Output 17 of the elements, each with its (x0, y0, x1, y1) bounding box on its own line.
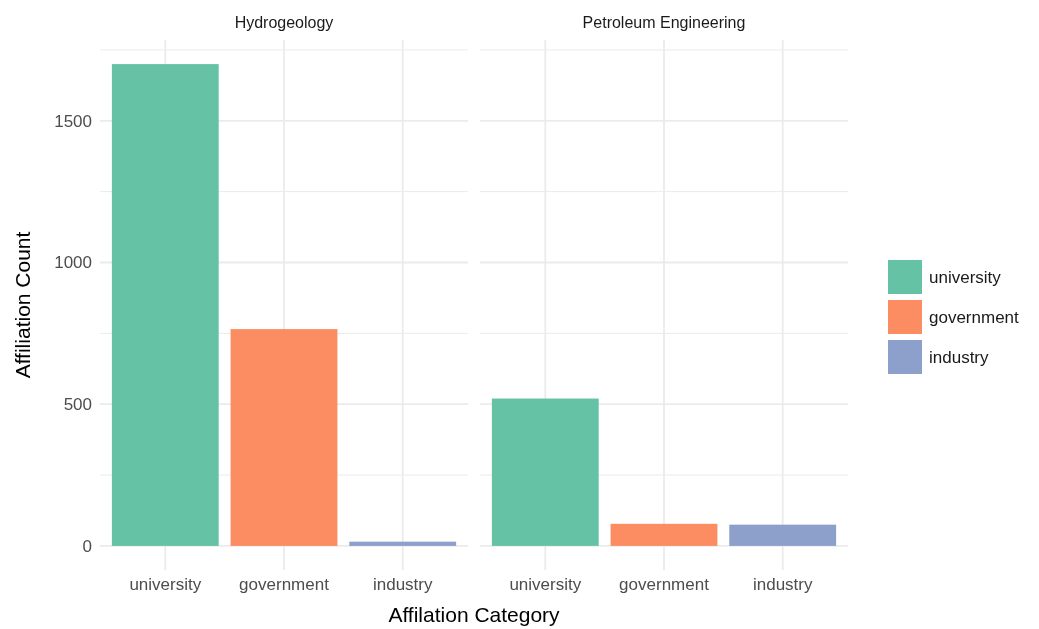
x-tick-label: university (509, 575, 582, 595)
x-axis-title: Affilation Category (388, 603, 561, 626)
chart-title: Petroleum Engineering (582, 14, 746, 31)
y-tick-label: 500 (63, 395, 92, 415)
legend-label: government (929, 308, 1020, 327)
legend-label: industry (929, 348, 990, 367)
x-tick-label: industry (372, 575, 433, 595)
y-tick-label: 1500 (54, 111, 92, 131)
y-axis-title: Affiliation Count (11, 231, 34, 379)
y-tick-label: 0 (82, 536, 92, 556)
y-tick-label: 1000 (54, 253, 92, 273)
x-tick-label: industry (752, 575, 813, 595)
x-tick-label: government (619, 575, 710, 595)
chart-title: Hydrogeology (234, 14, 334, 31)
legend-label: university (929, 268, 1002, 287)
x-tick-label: government (239, 575, 330, 595)
x-tick-label: university (129, 575, 202, 595)
